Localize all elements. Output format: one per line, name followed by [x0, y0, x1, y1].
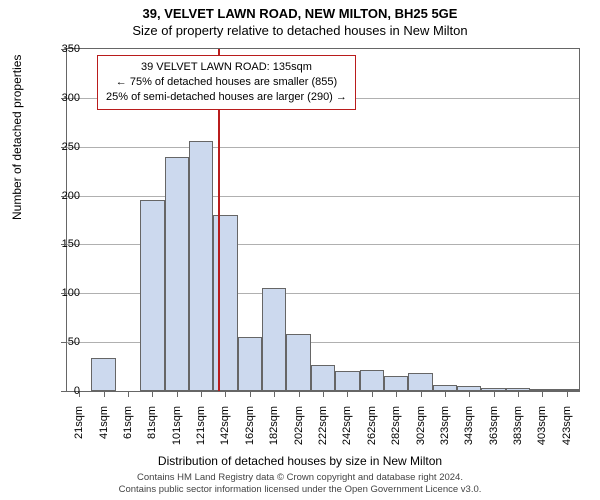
y-tick-label: 250: [40, 141, 80, 153]
x-tick-mark: [396, 392, 397, 397]
y-tick-mark: [61, 391, 66, 392]
histogram-bar: [481, 388, 505, 391]
footer-line1: Contains HM Land Registry data © Crown c…: [0, 472, 600, 484]
y-tick-label: 50: [40, 336, 80, 348]
x-tick-label: 282sqm: [390, 406, 402, 456]
y-tick-mark: [61, 293, 66, 294]
y-tick-mark: [61, 342, 66, 343]
x-tick-mark: [128, 392, 129, 397]
histogram-bar: [408, 373, 432, 391]
y-tick-mark: [61, 147, 66, 148]
x-tick-label: 101sqm: [171, 406, 183, 456]
x-tick-label: 423sqm: [561, 406, 573, 456]
x-tick-mark: [567, 392, 568, 397]
x-tick-mark: [299, 392, 300, 397]
grid-line: [67, 196, 579, 197]
histogram-bar: [360, 370, 384, 391]
footer-line2: Contains public sector information licen…: [0, 484, 600, 496]
chart-title-sub: Size of property relative to detached ho…: [0, 21, 600, 42]
histogram-bar: [555, 389, 579, 391]
x-tick-label: 121sqm: [195, 406, 207, 456]
y-tick-label: 0: [40, 385, 80, 397]
annotation-line2: ← 75% of detached houses are smaller (85…: [106, 75, 347, 90]
x-tick-mark: [494, 392, 495, 397]
footer-attribution: Contains HM Land Registry data © Crown c…: [0, 472, 600, 496]
histogram-bar: [457, 386, 481, 391]
x-tick-label: 262sqm: [366, 406, 378, 456]
y-tick-label: 350: [40, 43, 80, 55]
x-tick-mark: [152, 392, 153, 397]
x-tick-mark: [177, 392, 178, 397]
histogram-bar: [311, 365, 335, 391]
x-tick-mark: [323, 392, 324, 397]
histogram-bar: [506, 388, 530, 391]
histogram-bar: [433, 385, 457, 391]
x-tick-label: 363sqm: [488, 406, 500, 456]
x-axis-label: Distribution of detached houses by size …: [0, 454, 600, 468]
histogram-bar: [530, 389, 554, 391]
x-tick-label: 81sqm: [146, 406, 158, 456]
y-tick-mark: [61, 196, 66, 197]
histogram-bar: [213, 215, 237, 391]
x-tick-label: 41sqm: [98, 406, 110, 456]
x-tick-mark: [104, 392, 105, 397]
histogram-bar: [335, 371, 359, 391]
y-tick-mark: [61, 49, 66, 50]
x-tick-label: 343sqm: [463, 406, 475, 456]
histogram-bar: [384, 376, 408, 391]
x-tick-label: 242sqm: [341, 406, 353, 456]
x-tick-mark: [201, 392, 202, 397]
x-tick-mark: [542, 392, 543, 397]
x-tick-mark: [225, 392, 226, 397]
chart-container: 39, VELVET LAWN ROAD, NEW MILTON, BH25 5…: [0, 0, 600, 500]
histogram-bar: [91, 358, 115, 391]
y-tick-label: 150: [40, 238, 80, 250]
y-tick-label: 200: [40, 190, 80, 202]
plot-area: 39 VELVET LAWN ROAD: 135sqm← 75% of deta…: [66, 48, 580, 392]
x-tick-label: 383sqm: [512, 406, 524, 456]
x-tick-mark: [469, 392, 470, 397]
annotation-line3: 25% of semi-detached houses are larger (…: [106, 90, 347, 105]
x-tick-mark: [518, 392, 519, 397]
histogram-bar: [238, 337, 262, 391]
y-tick-mark: [61, 244, 66, 245]
x-tick-label: 61sqm: [122, 406, 134, 456]
y-tick-label: 300: [40, 92, 80, 104]
chart-title-main: 39, VELVET LAWN ROAD, NEW MILTON, BH25 5…: [0, 0, 600, 21]
histogram-bar: [189, 141, 213, 391]
x-tick-label: 403sqm: [536, 406, 548, 456]
x-tick-mark: [250, 392, 251, 397]
x-tick-label: 323sqm: [439, 406, 451, 456]
histogram-bar: [140, 200, 164, 391]
histogram-bar: [286, 334, 310, 391]
x-tick-label: 21sqm: [73, 406, 85, 456]
x-tick-mark: [372, 392, 373, 397]
grid-line: [67, 147, 579, 148]
x-tick-mark: [274, 392, 275, 397]
x-tick-label: 302sqm: [415, 406, 427, 456]
x-tick-label: 182sqm: [268, 406, 280, 456]
x-tick-mark: [421, 392, 422, 397]
histogram-bar: [165, 157, 189, 391]
x-tick-label: 222sqm: [317, 406, 329, 456]
x-tick-label: 162sqm: [244, 406, 256, 456]
y-axis-label: Number of detached properties: [10, 55, 24, 220]
histogram-bar: [262, 288, 286, 391]
x-tick-mark: [445, 392, 446, 397]
x-tick-label: 142sqm: [219, 406, 231, 456]
x-tick-label: 202sqm: [293, 406, 305, 456]
x-tick-mark: [79, 392, 80, 397]
y-tick-mark: [61, 98, 66, 99]
annotation-line1: 39 VELVET LAWN ROAD: 135sqm: [106, 60, 347, 75]
annotation-box: 39 VELVET LAWN ROAD: 135sqm← 75% of deta…: [97, 55, 356, 110]
x-tick-mark: [347, 392, 348, 397]
y-tick-label: 100: [40, 287, 80, 299]
plot-wrap: 39 VELVET LAWN ROAD: 135sqm← 75% of deta…: [66, 48, 580, 392]
